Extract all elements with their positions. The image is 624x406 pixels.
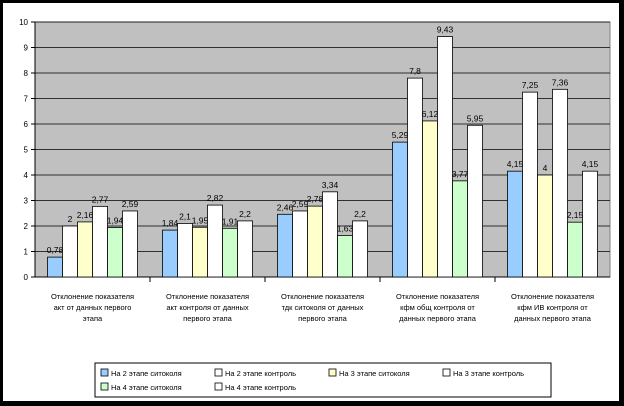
chart-panel: 0 1 2 3 4 5 6 7 8 9 10 0,78 2 2,16 2,77 1,94 2,59 Отклоне…: [3, 3, 619, 401]
bar: [522, 91, 538, 278]
data-label: 1,63: [337, 223, 354, 233]
x-category-label: Отклонение показателя кфм ИВ контроля от д…: [511, 292, 594, 323]
bar: [122, 210, 138, 278]
bar: [352, 220, 368, 278]
data-label: 6,12: [422, 109, 439, 119]
data-label: 3,77: [452, 169, 469, 179]
bar: [337, 235, 353, 278]
x-category-label: Отклонение показателя кфм общ контроля от…: [396, 292, 479, 323]
data-label: 2,59: [122, 199, 139, 209]
data-label: 5,95: [467, 113, 484, 123]
legend-swatch: [100, 368, 109, 377]
x-category-label: Отклонение показателя тдк ситоколя от дан…: [281, 292, 364, 323]
y-tick-label: 9: [24, 44, 29, 53]
y-tick-label: 4: [24, 171, 29, 180]
data-label: 2: [68, 214, 73, 224]
legend-label: На 2 этапе ситоколя: [111, 369, 182, 378]
y-tick-label: 8: [24, 69, 29, 78]
bar: [552, 88, 568, 278]
data-label: 2,2: [239, 209, 251, 219]
bar: [582, 170, 598, 278]
data-label: 2,77: [92, 194, 109, 204]
legend-swatch: [214, 382, 223, 391]
bar: [537, 174, 553, 278]
x-category-label: Отклонение показателя акт контроля от дан…: [166, 292, 249, 323]
bar: [207, 204, 223, 278]
bar: [307, 205, 323, 278]
bar: [192, 226, 208, 278]
data-label: 2,15: [567, 210, 584, 220]
data-label: 4,15: [582, 159, 599, 169]
bar: [162, 229, 178, 278]
bar: [467, 124, 483, 278]
legend-swatch: [442, 368, 451, 377]
bar: [322, 191, 338, 278]
bar: [92, 205, 108, 278]
y-tick-label: 6: [24, 120, 29, 129]
legend-label: На 4 этапе ситоколя: [111, 383, 182, 392]
data-label: 7,25: [522, 80, 539, 90]
bar: [392, 141, 408, 278]
legend-label: На 3 этапе контроль: [453, 369, 524, 378]
bar: [177, 223, 193, 278]
data-label: 1,94: [107, 216, 124, 226]
legend-label: На 2 этапе контроль: [225, 369, 296, 378]
data-label: 4,15: [507, 159, 524, 169]
y-tick-label: 10: [19, 18, 28, 27]
data-label: 2,16: [77, 210, 94, 220]
bar: [107, 227, 123, 278]
data-label: 2,1: [179, 211, 191, 221]
y-tick-label: 1: [24, 248, 29, 257]
y-tick-label: 7: [24, 95, 29, 104]
bar: [62, 225, 78, 278]
bar: [47, 256, 63, 278]
bar: [567, 221, 583, 278]
data-label: 2,59: [292, 199, 309, 209]
legend-swatch: [328, 368, 337, 377]
legend-swatch: [100, 382, 109, 391]
y-tick-label: 2: [24, 222, 29, 231]
data-label: 2,78: [307, 194, 324, 204]
data-label: 2,2: [354, 209, 366, 219]
x-category-label: Отклонение показателя акт от данных перво…: [51, 292, 134, 323]
data-label: 7,8: [409, 66, 421, 76]
bar: [277, 213, 293, 278]
data-label: 1,95: [192, 215, 209, 225]
bar: [422, 120, 438, 278]
bar: [237, 220, 253, 278]
bar: [407, 77, 423, 278]
y-tick-label: 5: [24, 146, 29, 155]
data-label: 5,29: [392, 130, 409, 140]
data-label: 9,43: [437, 25, 454, 35]
bar: [452, 180, 468, 278]
y-tick-label: 0: [24, 273, 29, 282]
legend-label: На 4 этапе контроль: [225, 383, 296, 392]
legend: [94, 362, 552, 398]
data-label: 0,78: [47, 245, 64, 255]
legend-label: На 3 этапе ситоколя: [339, 369, 410, 378]
bar: [437, 36, 453, 278]
bar-chart: 0 1 2 3 4 5 6 7 8 9 10 0,78 2 2,16 2,77 1,94 2,59 Отклоне…: [19, 18, 611, 398]
legend-swatch: [214, 368, 223, 377]
data-label: 2,82: [207, 193, 224, 203]
data-label: 2,46: [277, 202, 294, 212]
bar: [222, 227, 238, 278]
bar: [292, 210, 308, 278]
y-tick-label: 3: [24, 197, 29, 206]
data-label: 4: [543, 163, 548, 173]
data-label: 1,84: [162, 218, 179, 228]
data-label: 3,34: [322, 180, 339, 190]
data-label: 1,91: [222, 216, 239, 226]
bar: [77, 221, 93, 278]
data-label: 7,36: [552, 77, 569, 87]
bar: [507, 170, 523, 278]
